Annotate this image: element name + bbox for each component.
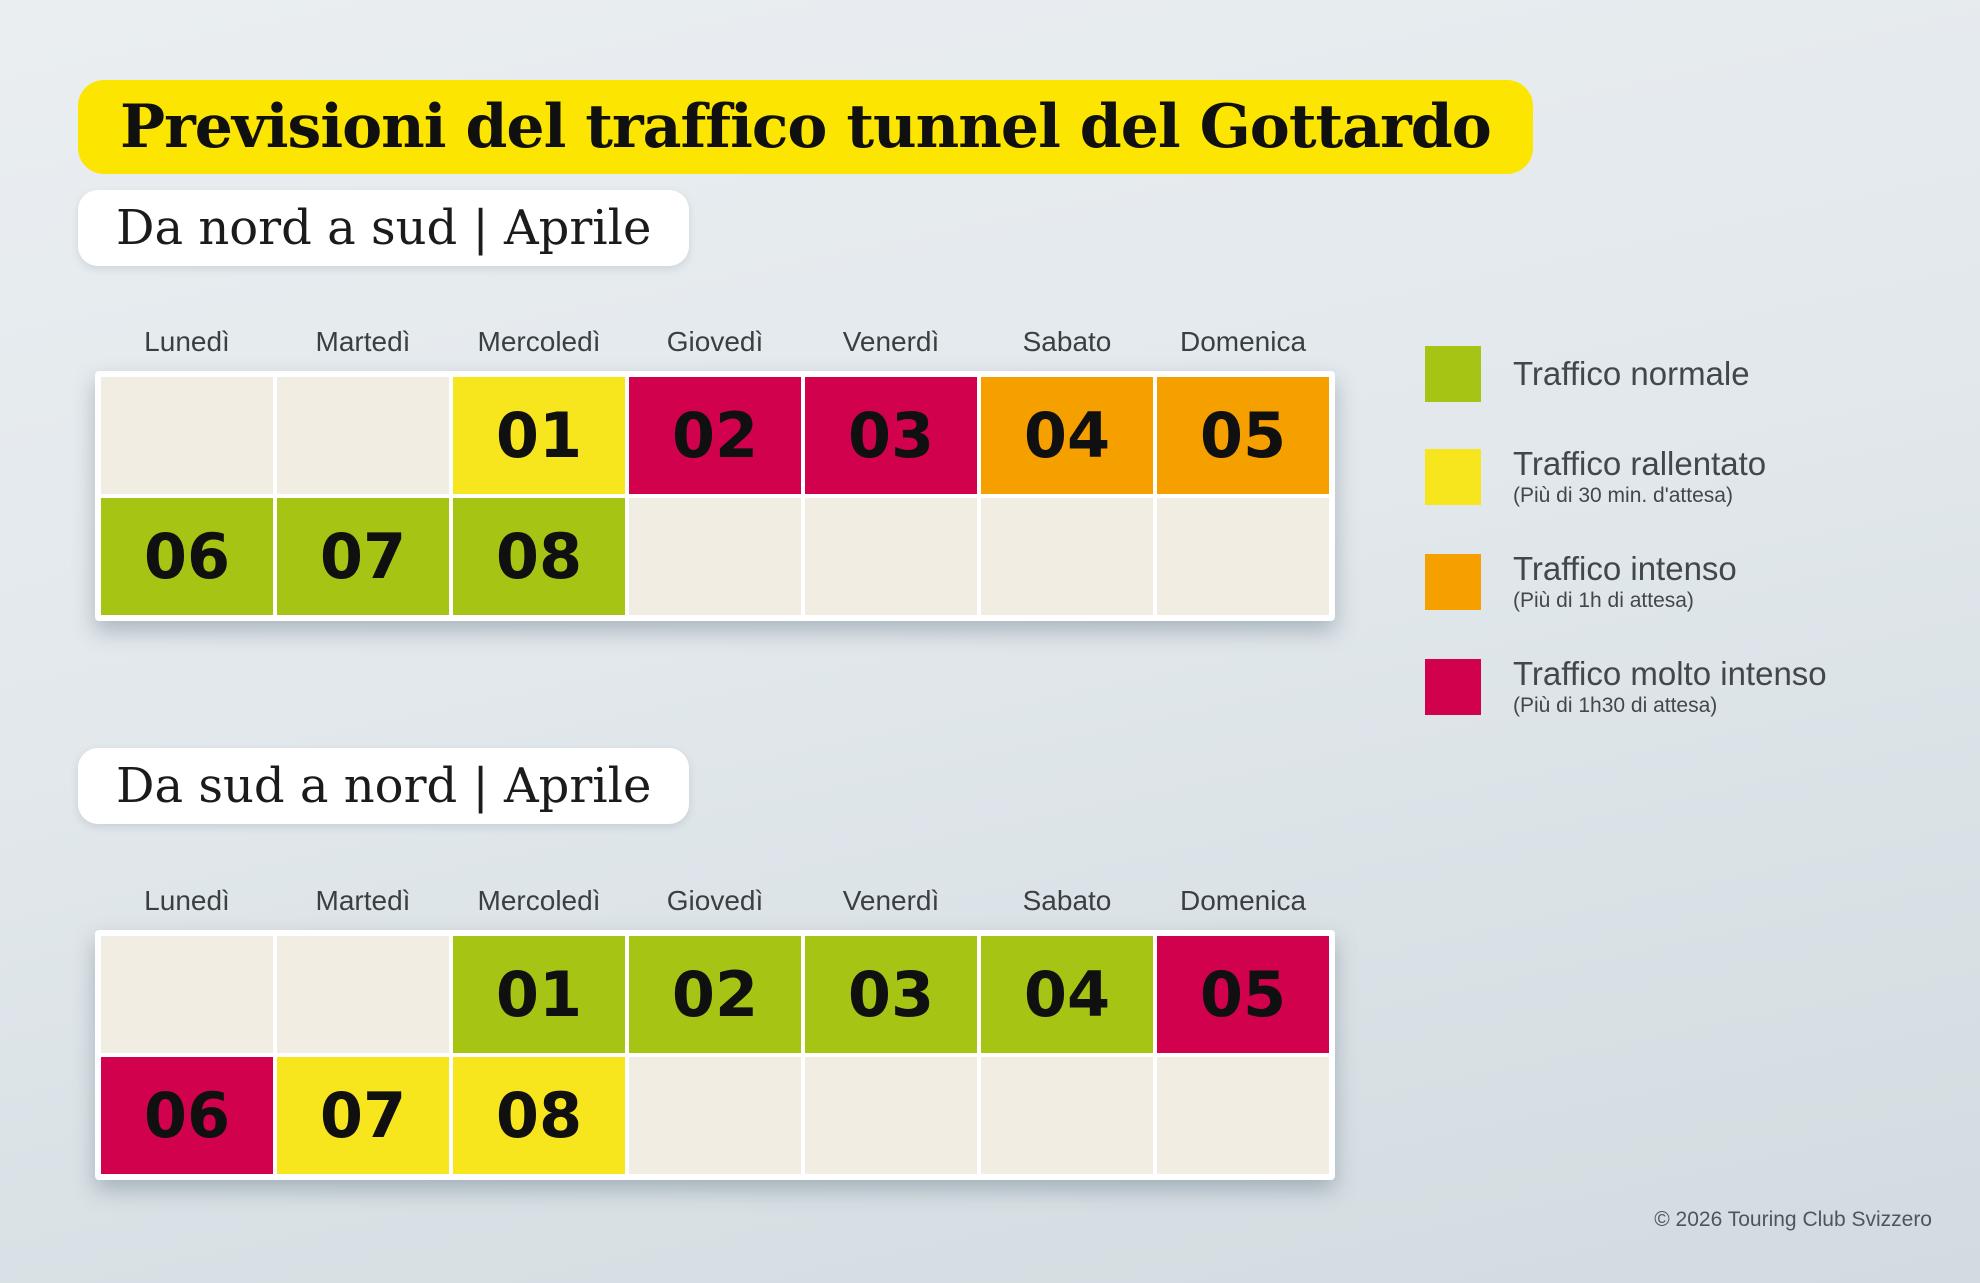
day-header-luned: Lunedì — [144, 885, 230, 916]
day-header-gioved: Giovedì — [666, 885, 764, 916]
traffic-legend: Traffico normale Traffico rallentato (Più … — [1425, 345, 1945, 760]
calendar-cell-day-02: 02 — [629, 377, 801, 494]
legend-text: Traffico intenso (Più di 1h di attesa) — [1513, 550, 1737, 613]
calendar-cell-day-04: 04 — [981, 936, 1153, 1053]
copyright: © 2026 Touring Club Svizzero — [1654, 1208, 1932, 1231]
calendar-cell-empty — [981, 498, 1153, 615]
legend-item-intenso: Traffico intenso (Più di 1h di attesa) — [1425, 550, 1945, 613]
legend-label: Traffico normale — [1513, 355, 1750, 392]
calendar-sud-nord: 01 02 03 04 05 06 07 08 — [95, 930, 1335, 1180]
calendar-cell-empty — [277, 936, 449, 1053]
calendar-cell-day-07: 07 — [277, 1057, 449, 1174]
legend-label: Traffico intenso — [1513, 550, 1737, 587]
date-number: 07 — [319, 520, 407, 593]
date-number: 03 — [847, 399, 935, 472]
date-number: 01 — [495, 399, 583, 472]
date-number: 06 — [143, 1079, 231, 1152]
legend-swatch-rallentato — [1425, 448, 1481, 505]
legend-text: Traffico molto intenso (Più di 1h30 di at… — [1513, 655, 1827, 718]
calendar-cell-empty — [805, 1057, 977, 1174]
section-subtitle-nord-sud: Da nord a sud | Aprile — [78, 190, 690, 266]
legend-note: (Più di 30 min. d'attesa) — [1513, 484, 1733, 507]
calendar-cell-day-05: 05 — [1157, 377, 1329, 494]
date-number: 04 — [1023, 958, 1111, 1031]
date-number: 06 — [143, 520, 231, 593]
legend-swatch-intenso — [1425, 553, 1481, 610]
day-header-sabato: Sabato — [1022, 326, 1112, 357]
calendar-cell-empty — [629, 498, 801, 615]
date-number: 02 — [671, 958, 759, 1031]
calendar-cell-day-03: 03 — [805, 377, 977, 494]
legend-swatch-normale — [1425, 346, 1481, 402]
calendar-cell-day-01: 01 — [453, 936, 625, 1053]
calendar-cell-empty — [101, 377, 273, 494]
day-header-mercoled: Mercoledì — [477, 326, 601, 357]
day-header-gioved: Giovedì — [666, 326, 764, 357]
day-header-venerd: Venerdì — [842, 326, 940, 357]
calendar-cell-day-07: 07 — [277, 498, 449, 615]
calendar-cell-day-01: 01 — [453, 377, 625, 494]
legend-label: Traffico rallentato — [1513, 445, 1767, 482]
legend-text: Traffico normale — [1513, 355, 1750, 393]
date-number: 08 — [495, 520, 583, 593]
day-header-row-sud-nord: Lunedì Martedì Mercoledì Giovedì Venerdì Saba… — [101, 881, 1329, 921]
calendar-cell-day-08: 08 — [453, 1057, 625, 1174]
date-number: 05 — [1199, 958, 1287, 1031]
legend-text: Traffico rallentato (Più di 30 min. d'att… — [1513, 445, 1766, 508]
legend-item-normale: Traffico normale — [1425, 345, 1945, 403]
calendar-cell-empty — [1157, 498, 1329, 615]
legend-item-rallentato: Traffico rallentato (Più di 30 min. d'att… — [1425, 445, 1945, 508]
calendar-cell-day-02: 02 — [629, 936, 801, 1053]
day-header-domenica: Domenica — [1179, 326, 1307, 357]
day-header-mercoled: Mercoledì — [477, 885, 601, 916]
date-number: 04 — [1023, 399, 1111, 472]
date-number: 07 — [319, 1079, 407, 1152]
legend-note: (Più di 1h30 di attesa) — [1513, 694, 1718, 717]
calendar-cell-empty — [1157, 1057, 1329, 1174]
date-number: 08 — [495, 1079, 583, 1152]
calendar-cell-empty — [981, 1057, 1153, 1174]
calendar-cell-day-08: 08 — [453, 498, 625, 615]
page-title: Previsioni del traffico tunnel del Gotta… — [78, 80, 1533, 174]
calendar-cell-empty — [277, 377, 449, 494]
legend-note: (Più di 1h di attesa) — [1513, 589, 1694, 612]
legend-swatch-molto-intenso — [1425, 658, 1481, 715]
date-number: 02 — [671, 399, 759, 472]
legend-item-molto-intenso: Traffico molto intenso (Più di 1h30 di at… — [1425, 655, 1945, 718]
calendar-cell-day-05: 05 — [1157, 936, 1329, 1053]
calendar-cell-empty — [805, 498, 977, 615]
day-header-domenica: Domenica — [1179, 885, 1307, 916]
day-header-marted: Martedì — [315, 885, 411, 916]
calendar-cell-day-06: 06 — [101, 498, 273, 615]
day-header-sabato: Sabato — [1022, 885, 1112, 916]
section-subtitle-sud-nord: Da sud a nord | Aprile — [78, 748, 690, 824]
day-header-marted: Martedì — [315, 326, 411, 357]
date-number: 03 — [847, 958, 935, 1031]
legend-label: Traffico molto intenso — [1513, 655, 1827, 692]
day-header-venerd: Venerdì — [842, 885, 940, 916]
calendar-cell-day-03: 03 — [805, 936, 977, 1053]
calendar-nord-sud: 01 02 03 04 05 06 07 08 — [95, 371, 1335, 621]
day-header-row-nord-sud: Lunedì Martedì Mercoledì Giovedì Venerdì Saba… — [101, 322, 1329, 362]
calendar-cell-day-04: 04 — [981, 377, 1153, 494]
calendar-cell-empty — [629, 1057, 801, 1174]
date-number: 05 — [1199, 399, 1287, 472]
day-header-luned: Lunedì — [144, 326, 230, 357]
calendar-cell-day-06: 06 — [101, 1057, 273, 1174]
date-number: 01 — [495, 958, 583, 1031]
calendar-cell-empty — [101, 936, 273, 1053]
